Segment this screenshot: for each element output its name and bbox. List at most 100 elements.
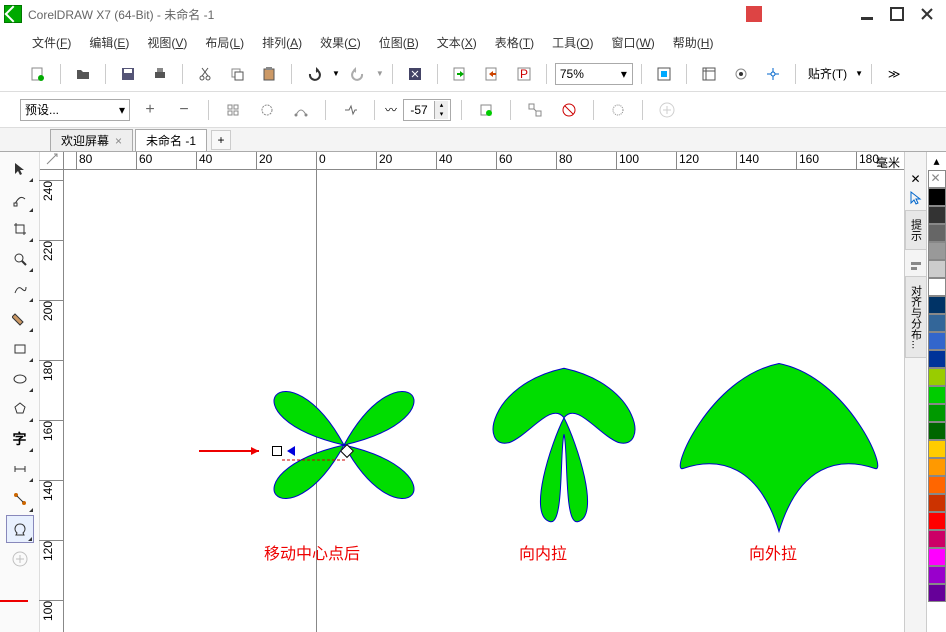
swatch-15[interactable] — [928, 440, 946, 458]
menu-a[interactable]: 排列(A) — [254, 30, 310, 55]
menu-c[interactable]: 效果(C) — [312, 30, 369, 55]
paste-button[interactable] — [255, 61, 283, 87]
prop-icon-1[interactable] — [219, 97, 247, 123]
shape-arrow3[interactable] — [479, 360, 649, 528]
swatch-12[interactable] — [928, 386, 946, 404]
chevron-down-icon[interactable]: ▾ — [616, 67, 632, 81]
snap-label[interactable]: 贴齐(T) — [804, 65, 851, 82]
swatch-1[interactable] — [928, 188, 946, 206]
zoom-input[interactable] — [556, 67, 616, 81]
ellipse-tool[interactable] — [6, 365, 34, 393]
eyedropper-tool[interactable] — [6, 545, 34, 573]
show-rulers-button[interactable] — [695, 61, 723, 87]
shape-tool[interactable] — [6, 185, 34, 213]
close-button[interactable] — [912, 4, 942, 24]
fullscreen-button[interactable] — [650, 61, 678, 87]
copy-button[interactable] — [223, 61, 251, 87]
document-tab-1[interactable]: 未命名 -1 — [135, 129, 207, 151]
menu-o[interactable]: 工具(O) — [544, 30, 601, 55]
docker-tab-align[interactable]: 对齐与分布... — [905, 276, 927, 358]
swatch-16[interactable] — [928, 458, 946, 476]
tab-close-icon[interactable]: × — [115, 134, 122, 148]
text-tool[interactable]: 字 — [6, 425, 34, 453]
save-button[interactable] — [114, 61, 142, 87]
swatch-13[interactable] — [928, 404, 946, 422]
menu-e[interactable]: 编辑(E) — [81, 30, 137, 55]
maximize-button[interactable] — [882, 4, 912, 24]
zoom-dropdown[interactable]: ▾ — [555, 63, 633, 85]
swatch-4[interactable] — [928, 242, 946, 260]
pick-tool[interactable] — [6, 155, 34, 183]
swatch-11[interactable] — [928, 368, 946, 386]
menu-h[interactable]: 帮助(H) — [665, 30, 722, 55]
publish-button[interactable]: P — [510, 61, 538, 87]
swatch-8[interactable] — [928, 314, 946, 332]
prop-icon-7[interactable] — [555, 97, 583, 123]
import-button[interactable] — [446, 61, 474, 87]
prop-icon-4[interactable] — [336, 97, 364, 123]
user-icon[interactable] — [746, 6, 762, 22]
prop-icon-8[interactable] — [604, 97, 632, 123]
swatch-7[interactable] — [928, 296, 946, 314]
shape-shield[interactable] — [679, 360, 879, 538]
redo-button[interactable] — [344, 61, 372, 87]
prop-icon-3[interactable] — [287, 97, 315, 123]
effects-tool[interactable] — [6, 515, 34, 543]
panel-close-icon[interactable]: ✕ — [908, 172, 924, 186]
menu-x[interactable]: 文本(X) — [429, 30, 485, 55]
menu-v[interactable]: 视图(V) — [139, 30, 195, 55]
prop-icon-2[interactable] — [253, 97, 281, 123]
crop-tool[interactable] — [6, 215, 34, 243]
zoom-tool[interactable] — [6, 245, 34, 273]
undo-dropdown-icon[interactable]: ▼ — [332, 69, 340, 78]
rectangle-tool[interactable] — [6, 335, 34, 363]
canvas[interactable]: 移动中心点后向内拉向外拉 — [64, 170, 904, 632]
freehand-tool[interactable] — [6, 275, 34, 303]
blue-handle[interactable] — [287, 446, 295, 456]
spin-up[interactable]: ▴ — [434, 101, 448, 110]
menu-w[interactable]: 窗口(W) — [603, 30, 662, 55]
swatch-14[interactable] — [928, 422, 946, 440]
swatch-23[interactable] — [928, 584, 946, 602]
docker-tab-hints[interactable]: 提示 — [905, 210, 927, 250]
prop-icon-5[interactable] — [472, 97, 500, 123]
snap-dropdown-icon[interactable]: ▼ — [855, 69, 863, 78]
swatch-3[interactable] — [928, 224, 946, 242]
swatch-19[interactable] — [928, 512, 946, 530]
swatch-10[interactable] — [928, 350, 946, 368]
smart-fill-tool[interactable] — [6, 305, 34, 333]
redo-dropdown-icon[interactable]: ▼ — [376, 69, 384, 78]
menu-l[interactable]: 布局(L) — [197, 30, 252, 55]
connector-tool[interactable] — [6, 485, 34, 513]
menu-b[interactable]: 位图(B) — [371, 30, 427, 55]
cut-button[interactable] — [191, 61, 219, 87]
dimension-tool[interactable] — [6, 455, 34, 483]
add-preset-button[interactable]: + — [136, 97, 164, 123]
new-button[interactable] — [24, 61, 52, 87]
menu-t[interactable]: 表格(T) — [487, 30, 542, 55]
print-button[interactable] — [146, 61, 174, 87]
swatch-9[interactable] — [928, 332, 946, 350]
swatch-2[interactable] — [928, 206, 946, 224]
show-guides-button[interactable] — [759, 61, 787, 87]
prop-icon-6[interactable] — [521, 97, 549, 123]
swatch-0[interactable] — [928, 170, 946, 188]
swatch-18[interactable] — [928, 494, 946, 512]
polygon-tool[interactable] — [6, 395, 34, 423]
palette-up-icon[interactable]: ▴ — [927, 152, 946, 170]
open-button[interactable] — [69, 61, 97, 87]
options-button[interactable]: ≫ — [880, 61, 908, 87]
prop-add-button[interactable] — [653, 97, 681, 123]
amplitude-value[interactable] — [404, 103, 434, 117]
swatch-17[interactable] — [928, 476, 946, 494]
document-tab-0[interactable]: 欢迎屏幕× — [50, 129, 133, 151]
swatch-6[interactable] — [928, 278, 946, 296]
spin-down[interactable]: ▾ — [434, 110, 448, 119]
remove-preset-button[interactable]: − — [170, 97, 198, 123]
center-marker[interactable] — [272, 446, 282, 456]
align-icon[interactable] — [909, 258, 923, 272]
minimize-button[interactable] — [852, 4, 882, 24]
undo-button[interactable] — [300, 61, 328, 87]
search-button[interactable] — [401, 61, 429, 87]
show-grid-button[interactable] — [727, 61, 755, 87]
